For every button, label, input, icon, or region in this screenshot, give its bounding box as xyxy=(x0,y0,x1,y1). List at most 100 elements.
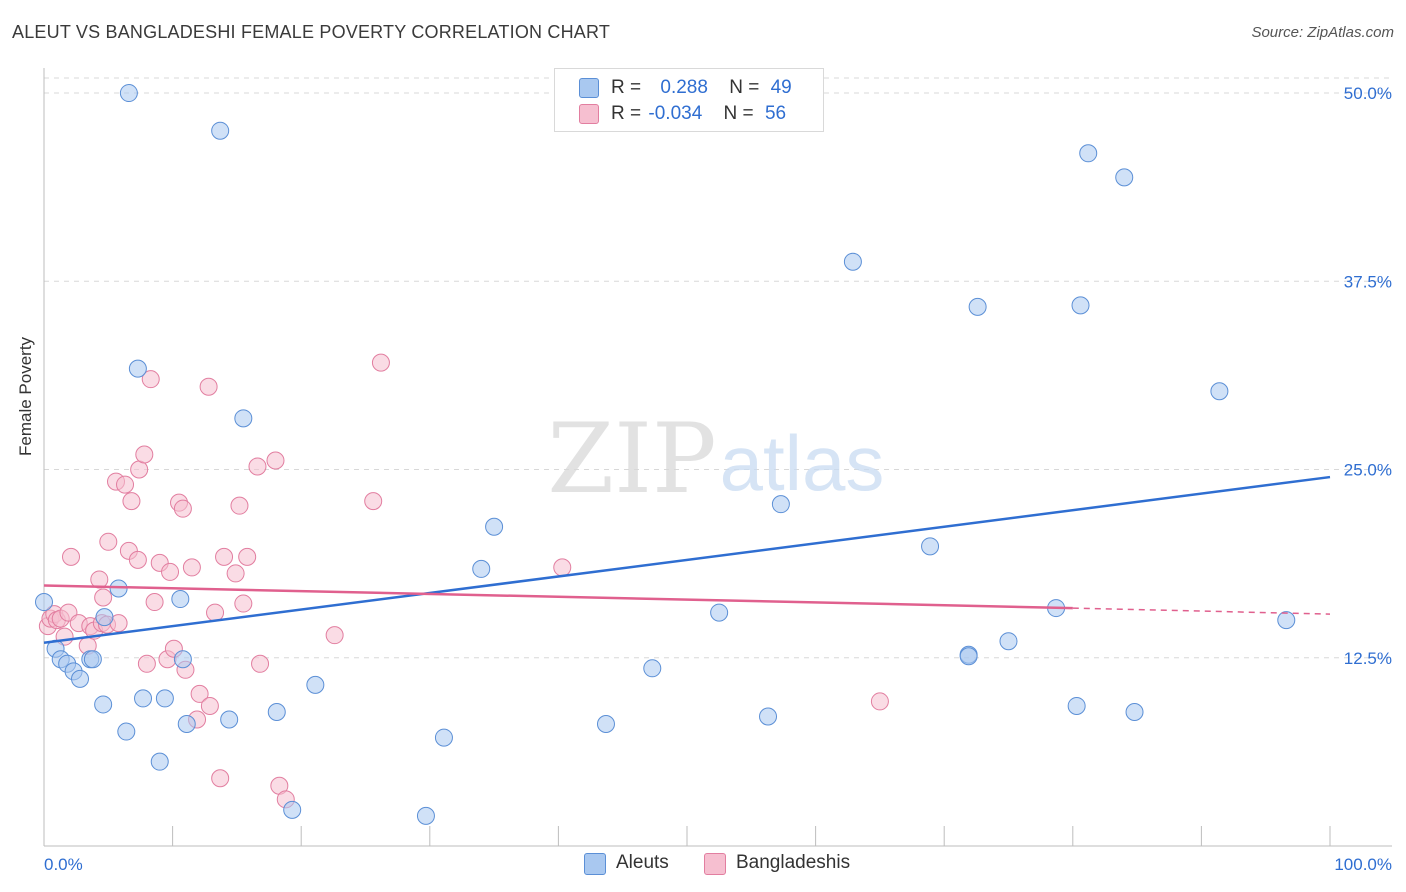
r-label: R = xyxy=(611,77,642,98)
aleut-point xyxy=(968,297,987,316)
bangladeshi-point xyxy=(230,496,249,515)
aleut-point xyxy=(485,517,504,536)
bangladeshi-point xyxy=(145,593,164,612)
bangladeshi-trend-line xyxy=(43,584,1073,610)
watermark: ZIP atlas xyxy=(547,403,884,515)
y-axis-label: Female Poverty xyxy=(16,336,35,456)
tick-labels: 12.5% 25.0% 37.5% 50.0% 0.0% 100.0% xyxy=(44,84,1392,874)
aleut-point xyxy=(95,608,114,627)
bangladeshi-point xyxy=(94,588,113,607)
bangladeshi-point xyxy=(122,492,141,511)
bangladeshi-point xyxy=(364,492,383,511)
aleut-point xyxy=(1277,611,1296,630)
r-value: -0.034 xyxy=(648,103,703,124)
bangladeshi-point xyxy=(211,769,230,788)
y-tick-label: 25.0% xyxy=(1344,461,1392,480)
aleut-point xyxy=(94,695,113,714)
bangladeshi-trend-extension xyxy=(1072,607,1331,615)
y-tick-label: 37.5% xyxy=(1344,272,1392,291)
x-tick-label-min: 0.0% xyxy=(44,855,83,874)
n-value: 56 xyxy=(764,103,787,124)
gridlines xyxy=(44,77,1392,659)
aleut-point xyxy=(306,675,325,694)
bangladeshi-point xyxy=(206,603,225,622)
bangladeshi-point xyxy=(116,475,135,494)
y-tick-label: 12.5% xyxy=(1344,649,1392,668)
bangladeshi-point xyxy=(238,547,257,566)
source-label: Source: ZipAtlas.com xyxy=(1251,24,1394,41)
aleut-point xyxy=(999,632,1018,651)
bangladeshi-point xyxy=(141,370,160,389)
bangladeshi-point xyxy=(234,594,253,613)
bangladeshi-point xyxy=(248,457,267,476)
aleut-point xyxy=(150,752,169,771)
aleut-point xyxy=(416,806,435,825)
bangladeshi-point xyxy=(215,547,234,566)
aleut-point xyxy=(771,495,790,514)
aleut-point xyxy=(171,590,190,609)
aleut-point xyxy=(843,252,862,271)
r-label: R = xyxy=(611,103,642,124)
aleut-point xyxy=(283,800,302,819)
y-tick-label: 50.0% xyxy=(1344,84,1392,103)
aleut-point xyxy=(596,715,615,734)
chart-title: ALEUT VS BANGLADESHI FEMALE POVERTY CORR… xyxy=(12,22,611,42)
bangladeshi-point xyxy=(173,499,192,518)
aleut-point xyxy=(1067,696,1086,715)
bangladeshi-swatch xyxy=(704,853,726,875)
aleut-point xyxy=(234,409,253,428)
aleut-point xyxy=(921,537,940,556)
aleut-point xyxy=(1210,382,1229,401)
bangladeshi-point xyxy=(251,654,270,673)
aleut-point xyxy=(643,659,662,678)
aleut-point xyxy=(220,710,239,729)
aleut-point xyxy=(173,650,192,669)
bangladeshi-point xyxy=(135,445,154,464)
trend-lines xyxy=(43,475,1331,644)
bangladeshi-point xyxy=(266,451,285,470)
bangladeshi-legend-label: Bangladeshis xyxy=(736,852,851,873)
watermark-zip: ZIP xyxy=(547,403,716,515)
aleut-point xyxy=(959,647,978,666)
aleut-point xyxy=(1115,168,1134,187)
aleut-swatch xyxy=(584,853,606,875)
aleut-points xyxy=(35,84,1296,825)
axes xyxy=(43,68,1392,847)
aleut-point xyxy=(434,728,453,747)
aleut-point xyxy=(128,359,147,378)
x-tick-label-max: 100.0% xyxy=(1334,855,1392,874)
aleut-point xyxy=(710,603,729,622)
aleut-point xyxy=(83,650,102,669)
bangladeshi-swatch xyxy=(579,104,599,124)
bangladeshi-point xyxy=(870,692,889,711)
aleut-point xyxy=(177,715,196,734)
aleut-point xyxy=(71,669,90,688)
aleut-point xyxy=(117,722,136,741)
bangladeshi-point xyxy=(128,550,147,569)
aleut-point xyxy=(1071,296,1090,315)
bangladeshi-point xyxy=(226,564,245,583)
stats-legend: R = 0.288 N = 49 R = -0.034 N = 56 xyxy=(554,68,824,132)
aleut-point xyxy=(472,559,491,578)
bangladeshi-point xyxy=(62,547,81,566)
aleut-swatch xyxy=(579,78,599,98)
aleut-point xyxy=(155,689,174,708)
aleut-legend-label: Aleuts xyxy=(616,852,669,873)
aleut-point xyxy=(759,707,778,726)
bangladeshi-point xyxy=(137,654,156,673)
bangladeshi-point xyxy=(130,460,149,479)
aleut-point xyxy=(35,593,53,612)
bangladeshi-point xyxy=(90,570,109,589)
n-label: N = xyxy=(729,77,760,98)
aleut-point xyxy=(134,689,153,708)
bangladeshi-point xyxy=(199,377,218,396)
aleut-point xyxy=(119,84,138,103)
bangladeshi-point xyxy=(200,696,219,715)
bangladeshi-point xyxy=(161,562,180,581)
bangladeshi-points xyxy=(38,353,889,809)
bangladeshi-point xyxy=(190,684,209,703)
aleut-point xyxy=(211,121,230,140)
bangladeshi-point xyxy=(371,353,390,372)
n-value: 49 xyxy=(770,77,792,98)
